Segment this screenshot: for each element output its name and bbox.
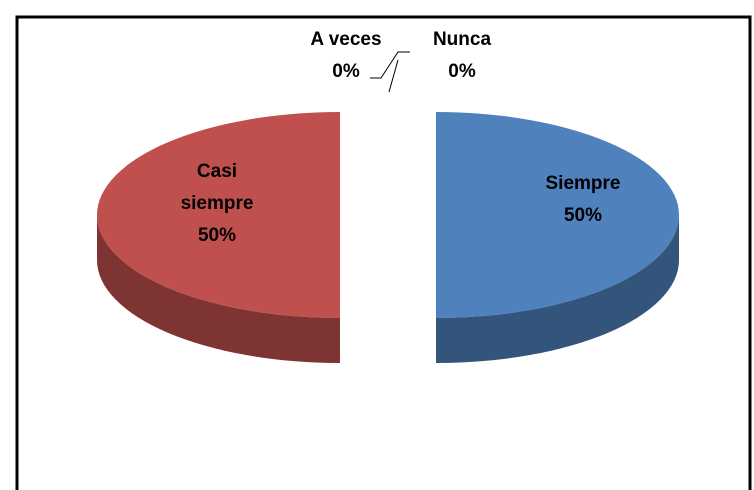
data-label: Casi siempre 50% — [167, 156, 267, 252]
slice — [436, 112, 679, 318]
slice-side-shade — [436, 215, 679, 363]
value-label: 0% — [448, 61, 476, 82]
data-label: Nunca 0% — [402, 24, 522, 88]
leader-line — [388, 59, 399, 93]
slice — [97, 112, 340, 318]
leader-line — [370, 51, 410, 79]
slice-side-shade — [97, 215, 340, 363]
slice-side — [97, 215, 340, 363]
slice-side — [436, 215, 679, 363]
pie — [97, 112, 679, 363]
value-label: 50% — [197, 225, 237, 246]
data-label: A veces 0% — [286, 24, 406, 88]
category-label: Casi siempre — [180, 161, 254, 214]
category-label: A veces — [310, 29, 382, 50]
data-label: Siempre 50% — [518, 168, 648, 232]
category-label: Nunca — [432, 29, 492, 50]
value-label: 0% — [332, 61, 360, 82]
value-label: 50% — [563, 205, 603, 226]
category-label: Siempre — [545, 173, 621, 194]
